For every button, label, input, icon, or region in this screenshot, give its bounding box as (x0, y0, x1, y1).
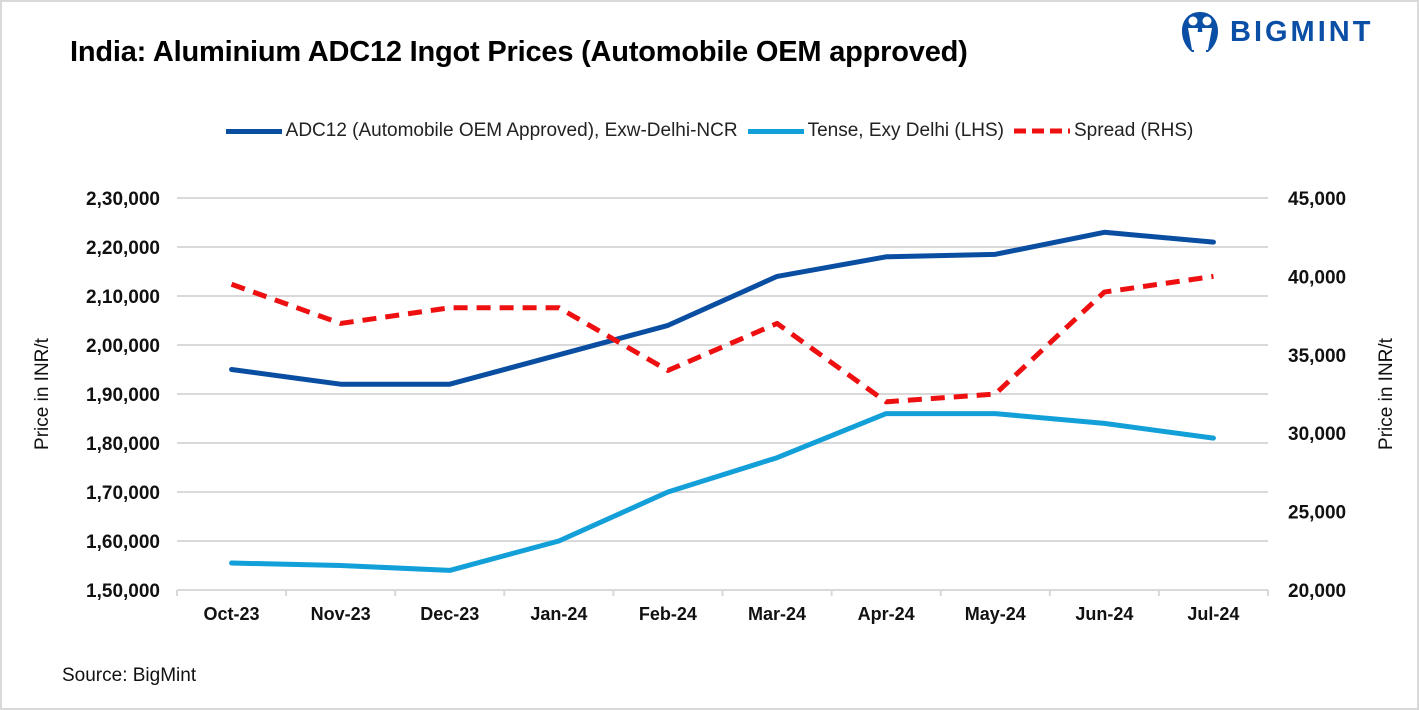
gridlines (177, 197, 1268, 591)
left-tick-label: 2,10,000 (86, 287, 160, 308)
left-tick-label: 1,50,000 (86, 581, 160, 602)
x-tick-label: Oct-23 (204, 604, 260, 624)
left-tick-label: 1,90,000 (86, 385, 160, 406)
legend-item-spread: Spread (RHS) (1014, 120, 1193, 142)
left-axis-ticks: 1,50,000 1,60,000 1,70,000 1,80,000 1,90,000… (86, 189, 160, 602)
legend-label: Tense, Exy Delhi (LHS) (807, 120, 1004, 141)
right-tick-label: 25,000 (1288, 503, 1346, 524)
series-line-tense (229, 411, 1216, 573)
x-tick-label: Jan-24 (530, 604, 587, 624)
legend-label: ADC12 (Automobile OEM Approved), Exw-Del… (285, 120, 738, 141)
right-tick-label: 45,000 (1288, 189, 1346, 210)
bigmint-people-icon (1182, 12, 1218, 52)
left-tick-label: 1,60,000 (86, 532, 160, 553)
x-axis-ticks: Oct-23 Nov-23 Dec-23 Jan-24 Feb-24 Mar-24 Apr-… (176, 590, 1269, 624)
legend-label: Spread (RHS) (1074, 120, 1194, 141)
right-tick-label: 20,000 (1288, 581, 1346, 602)
x-tick-label: Apr-24 (858, 604, 915, 624)
chart-title: India: Aluminium ADC12 Ingot Prices (Aut… (70, 36, 968, 68)
x-tick-label: Jul-24 (1187, 604, 1239, 624)
brand-logo: BIGMINT (1180, 10, 1373, 54)
legend-item-tense: Tense, Exy Delhi (LHS) (747, 120, 1004, 142)
source-note: Source: BigMint (62, 665, 197, 686)
left-tick-label: 1,80,000 (86, 434, 160, 455)
left-axis-label: Price in INR/t (32, 337, 53, 450)
series-line-adc12 (229, 229, 1216, 387)
x-tick-label: May-24 (965, 604, 1026, 624)
series-lines (229, 229, 1216, 573)
right-axis-label: Price in INR/t (1376, 337, 1397, 450)
series-line-spread (230, 273, 1214, 405)
chart-legend: ADC12 (Automobile OEM Approved), Exw-Del… (0, 120, 1419, 142)
brand-name: BIGMINT (1230, 15, 1374, 48)
right-tick-label: 40,000 (1288, 267, 1346, 288)
left-tick-label: 1,70,000 (86, 483, 160, 504)
x-tick-label: Dec-23 (420, 604, 479, 624)
x-tick-label: Jun-24 (1075, 604, 1133, 624)
right-tick-label: 35,000 (1288, 346, 1346, 367)
x-tick-label: Feb-24 (639, 604, 697, 624)
right-axis-ticks: 20,000 25,000 30,000 35,000 40,000 45,000 (1288, 189, 1346, 602)
legend-swatch-dashed-red (1014, 128, 1070, 134)
left-tick-label: 2,00,000 (86, 336, 160, 357)
legend-swatch-solid-dark-blue (225, 128, 282, 134)
x-tick-label: Mar-24 (748, 604, 806, 624)
legend-swatch-solid-light-blue (747, 128, 804, 134)
legend-item-adc12: ADC12 (Automobile OEM Approved), Exw-Del… (225, 120, 738, 142)
left-tick-label: 2,30,000 (86, 189, 160, 210)
left-tick-label: 2,20,000 (86, 238, 160, 259)
right-tick-label: 30,000 (1288, 424, 1346, 445)
x-tick-label: Nov-23 (311, 604, 371, 624)
